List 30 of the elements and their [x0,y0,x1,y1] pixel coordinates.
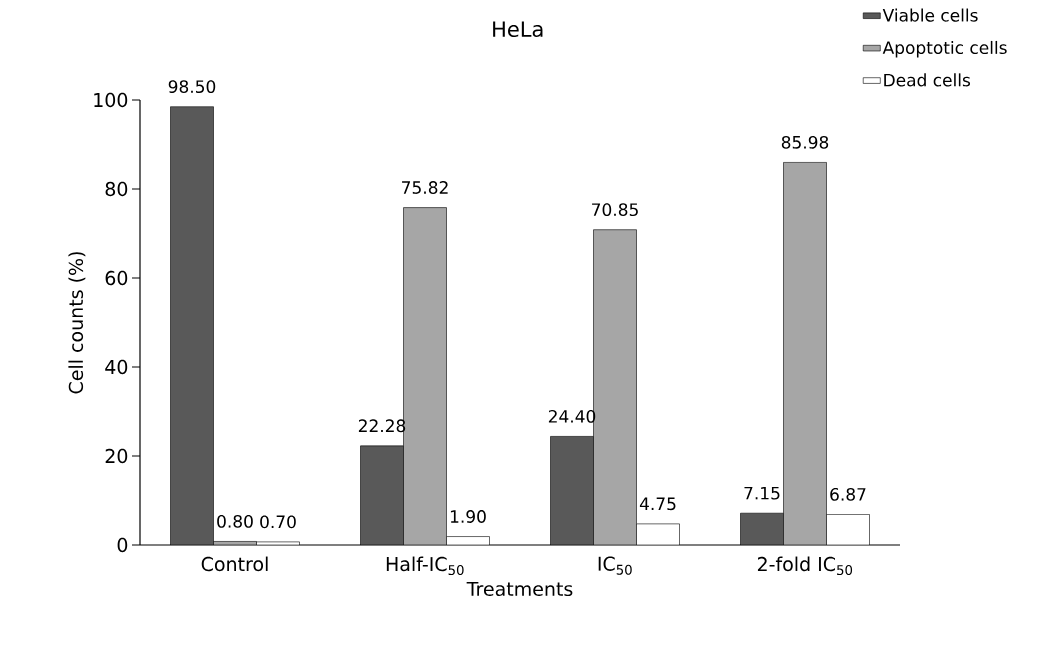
x-tick-label: Half-IC$_{50}$ [386,556,464,576]
chart-title: HeLa [493,21,543,38]
legend-label: Viable cells [882,8,978,22]
data-label: 4.75 [639,497,676,511]
bar [360,445,404,545]
y-tick-label: 40 [105,359,128,375]
x-tick-label: IC$_{50}$ [598,556,632,575]
legend-label: Apoptotic cells [882,40,1007,58]
y-axis-title: Cell counts (%) [68,252,86,394]
y-tick-label: 60 [105,270,128,286]
bar [170,106,214,545]
data-label: 1.90 [450,510,486,523]
x-tick-label: Control [201,556,268,572]
data-label: 7.15 [744,486,780,500]
data-label: 98.50 [168,80,216,94]
bar [550,436,594,545]
y-tick-label: 0 [117,537,128,553]
x-axis-title: Treatments [466,581,573,597]
data-label: 70.85 [592,203,638,217]
data-label: 75.82 [402,181,448,194]
data-label: 85.98 [781,135,829,149]
y-tick-label: 80 [105,181,128,197]
data-label: 0.80 [217,514,253,528]
y-tick-label: 20 [105,448,128,464]
legend-label: Dead cells [884,73,971,87]
y-tick-label: 100 [94,92,128,108]
data-label: 6.87 [830,487,866,501]
x-tick-label: 2-fold IC$_{50}$ [757,556,853,576]
bar [740,512,784,545]
data-label: 0.70 [260,515,296,529]
